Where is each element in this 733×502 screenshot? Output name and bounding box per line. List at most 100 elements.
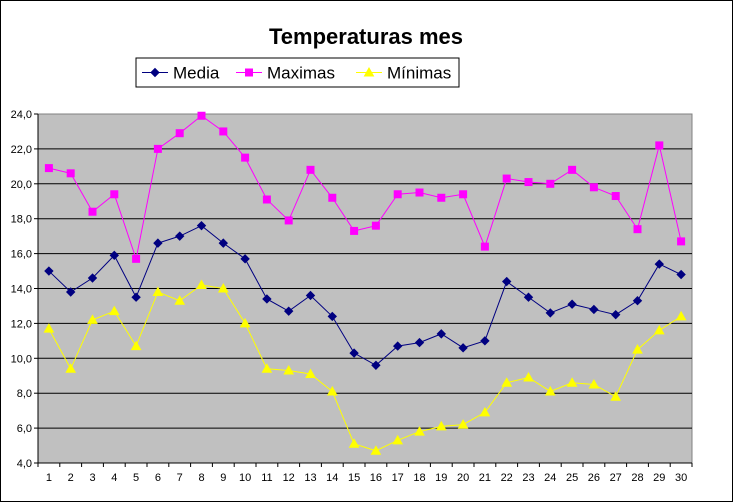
data-point xyxy=(262,195,271,204)
data-point xyxy=(175,129,184,138)
data-point xyxy=(306,165,315,174)
data-point xyxy=(87,273,98,283)
data-point xyxy=(261,363,273,373)
x-axis: 1 2 3 4 5 6 7 8 9 10 11 12 13 14 15 16 17 18 19 20 21 22 23 24 2… xyxy=(37,462,693,484)
x-tick-label: 30 xyxy=(675,472,687,484)
data-point xyxy=(132,254,141,263)
data-point xyxy=(653,324,665,335)
data-point xyxy=(217,282,229,293)
y-tick-label: 22,0 xyxy=(11,144,32,156)
x-tick-label: 28 xyxy=(631,472,643,484)
legend-label: Maximas xyxy=(267,64,335,83)
data-point xyxy=(152,286,164,296)
data-point xyxy=(326,385,338,396)
y-tick-label: 18,0 xyxy=(11,214,32,226)
x-tick-label: 3 xyxy=(89,472,95,484)
x-tick-label: 21 xyxy=(479,472,491,484)
y-tick-label: 8,0 xyxy=(17,388,32,400)
x-tick-label: 22 xyxy=(501,472,513,484)
data-point xyxy=(524,178,533,187)
data-point xyxy=(458,343,468,353)
data-point xyxy=(153,238,163,248)
data-point xyxy=(44,164,53,173)
data-point xyxy=(284,216,293,225)
data-point xyxy=(219,127,228,136)
data-point xyxy=(110,190,119,199)
data-point xyxy=(283,364,295,375)
data-point xyxy=(523,371,534,382)
x-tick-label: 24 xyxy=(544,472,556,484)
data-point xyxy=(350,226,359,235)
data-point xyxy=(87,314,98,324)
data-point xyxy=(654,259,665,269)
data-point xyxy=(415,188,424,197)
data-point xyxy=(677,237,686,246)
x-tick-label: 14 xyxy=(326,472,338,484)
data-point xyxy=(436,329,447,339)
data-point xyxy=(197,111,206,120)
data-point xyxy=(655,141,664,150)
data-point xyxy=(196,220,207,231)
data-point xyxy=(371,360,381,370)
x-tick-label: 2 xyxy=(68,472,74,484)
data-point xyxy=(131,292,141,302)
data-point xyxy=(588,378,600,389)
data-point xyxy=(174,231,185,241)
data-point xyxy=(414,426,425,436)
legend-label: Media xyxy=(173,64,220,83)
data-point xyxy=(632,344,643,354)
data-point xyxy=(109,250,120,261)
data-point xyxy=(545,308,556,318)
chart-title: Temperaturas mes xyxy=(269,24,463,49)
data-point xyxy=(43,323,55,333)
data-point xyxy=(108,305,120,316)
data-point xyxy=(501,377,513,387)
data-point xyxy=(459,190,468,199)
x-tick-label: 15 xyxy=(348,472,360,484)
data-point xyxy=(676,269,686,280)
data-point xyxy=(392,434,404,445)
x-tick-label: 16 xyxy=(370,472,382,484)
data-point xyxy=(566,377,578,387)
y-tick-label: 12,0 xyxy=(11,318,32,330)
data-point xyxy=(610,391,622,401)
data-point xyxy=(349,348,359,358)
data-point xyxy=(283,306,294,316)
x-tick-label: 9 xyxy=(220,472,226,484)
data-point xyxy=(196,279,207,290)
x-tick-label: 19 xyxy=(435,472,447,484)
y-tick-label: 16,0 xyxy=(11,249,32,261)
data-point xyxy=(153,144,162,153)
data-point xyxy=(589,304,599,315)
legend-entry: Mínimas xyxy=(356,64,451,83)
y-tick-label: 24,0 xyxy=(11,109,32,121)
series-line xyxy=(48,284,682,452)
legend-marker xyxy=(245,68,253,77)
x-tick-label: 20 xyxy=(457,472,469,484)
x-tick-label: 12 xyxy=(283,472,295,484)
x-tick-label: 13 xyxy=(304,472,316,484)
x-tick-label: 11 xyxy=(261,472,272,484)
data-point xyxy=(435,420,447,431)
plot-area xyxy=(37,113,693,464)
data-point xyxy=(66,169,75,178)
y-axis: 4,0 6,0 8,0 10,0 12,0 14,0 16,0 18,0 20,0 22,0 24,… xyxy=(11,109,39,470)
data-point xyxy=(479,406,491,417)
data-point xyxy=(457,419,469,429)
x-tick-label: 1 xyxy=(46,472,52,484)
y-tick-label: 4,0 xyxy=(17,458,32,470)
data-point xyxy=(502,174,511,183)
data-point xyxy=(327,311,338,322)
data-point xyxy=(675,310,687,321)
data-point xyxy=(305,290,316,301)
series-3 xyxy=(43,279,687,455)
x-tick-label: 8 xyxy=(198,472,204,484)
x-tick-label: 10 xyxy=(239,472,251,484)
legend-marker xyxy=(363,66,375,77)
data-point xyxy=(393,190,402,199)
data-point xyxy=(262,294,272,304)
data-point xyxy=(65,287,76,297)
x-tick-label: 4 xyxy=(111,472,117,484)
data-point xyxy=(371,221,380,230)
